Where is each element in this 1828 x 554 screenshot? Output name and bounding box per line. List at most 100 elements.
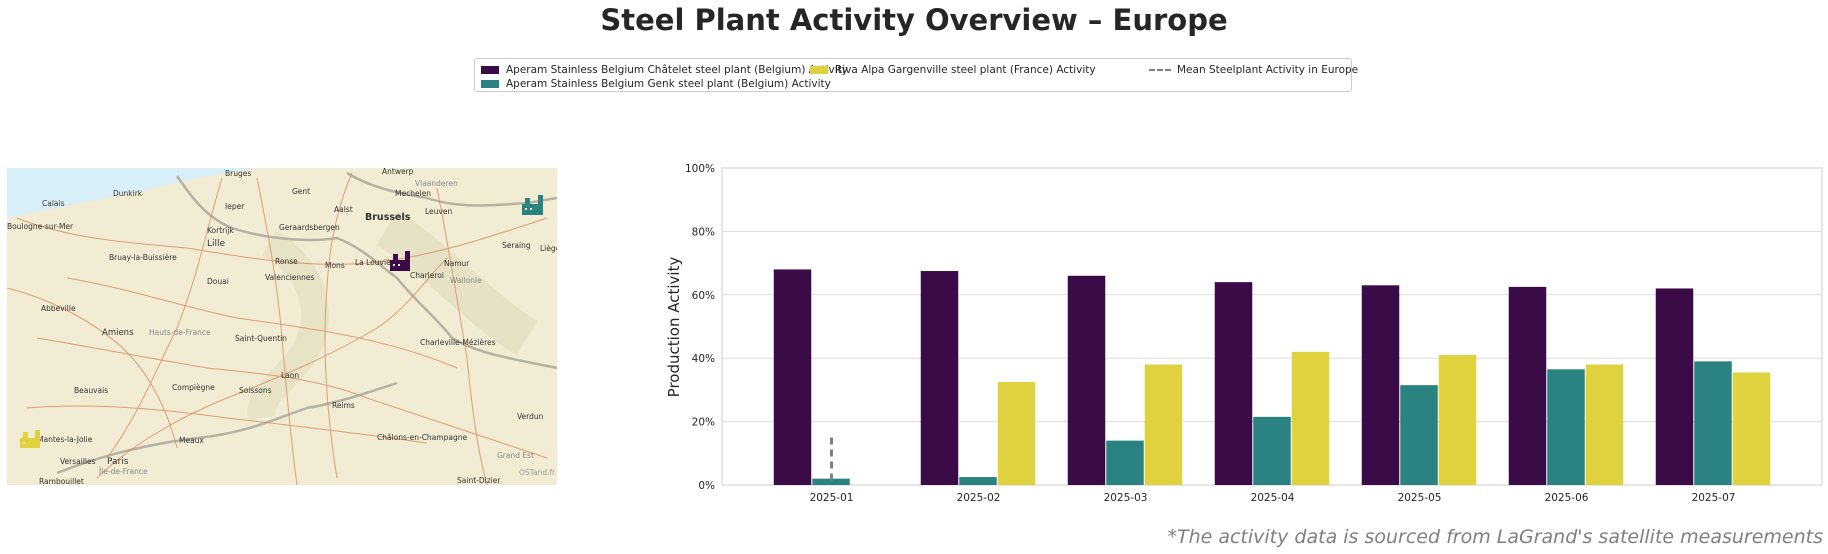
legend-item-genk: Aperam Stainless Belgium Genk steel plan…: [481, 78, 831, 90]
y-tick-label: 100%: [685, 163, 715, 175]
map-label: Amiens: [102, 328, 134, 338]
x-tick-label: 2025-07: [1692, 492, 1736, 504]
map-label: Charleroi: [410, 271, 444, 280]
map-label: Paris: [107, 457, 129, 467]
map-label: Liège: [540, 244, 557, 253]
map-roads: [7, 172, 548, 485]
map-label: Calais: [42, 199, 65, 208]
map-label: Grand Est: [497, 451, 534, 460]
map-label: Bruges: [225, 169, 251, 178]
map-label: Lille: [207, 239, 226, 249]
map-label: Hauts-de-France: [149, 328, 211, 337]
page-title: Steel Plant Activity Overview – Europe: [600, 3, 1228, 37]
x-tick-label: 2025-04: [1251, 492, 1295, 504]
bar-chatelet-2025-05: [1361, 285, 1400, 485]
legend-swatch-chatelet: [481, 66, 499, 74]
chart-grid: [722, 230, 1822, 423]
genk-plant-icon[interactable]: [522, 195, 543, 215]
legend-swatch-mean: [1149, 69, 1171, 71]
bar-genk-2025-01: [812, 478, 850, 485]
map-label: Saint-Dizier: [457, 476, 501, 485]
map-label: Châlons-en-Champagne: [377, 433, 467, 442]
map-label: Compiègne: [172, 383, 215, 392]
y-tick-label: 80%: [692, 226, 715, 238]
y-tick-label: 20%: [692, 417, 715, 429]
bar-genk-2025-06: [1547, 369, 1585, 485]
map-label: Meaux: [179, 436, 204, 445]
map-label: Boulogne-sur-Mer: [7, 222, 74, 231]
map-label: Saint-Quentin: [235, 334, 287, 343]
x-tick-label: 2025-05: [1398, 492, 1442, 504]
x-tick-label: 2025-01: [810, 492, 854, 504]
map-label: La Louvière: [355, 258, 399, 267]
map-label: Bruay-la-Buissière: [109, 253, 177, 262]
plant-location-map: Antwerp Bruges Gent Mechelen Vlaanderen …: [7, 168, 557, 485]
gargenville-plant-icon[interactable]: [20, 430, 40, 448]
map-label: Kortrijk: [207, 226, 234, 235]
map-label: Wallonie: [450, 276, 482, 285]
legend-item-chatelet: Aperam Stainless Belgium Châtelet steel …: [481, 64, 848, 76]
map-label: Verdun: [517, 412, 544, 421]
x-axis-ticks: 2025-01 2025-02 2025-03 2025-04 2025-05 2025-…: [810, 492, 1736, 504]
bar-genk-2025-07: [1694, 361, 1732, 485]
map-label: Douai: [207, 277, 229, 286]
bar-genk-2025-03: [1106, 440, 1144, 485]
map-borders: [56, 171, 557, 475]
bar-chatelet-2025-03: [1067, 275, 1106, 485]
map-label: Laon: [281, 371, 299, 380]
bar-gargenville-2025-02: [997, 381, 1036, 485]
map-label: Valenciennes: [265, 273, 315, 282]
map-label: Mons: [325, 261, 345, 270]
chatelet-plant-icon[interactable]: [390, 251, 410, 271]
map-label: Versailles: [60, 457, 96, 466]
y-tick-label: 60%: [692, 290, 715, 302]
map-label: Antwerp: [382, 168, 414, 176]
bar-chatelet-2025-02: [920, 271, 959, 485]
map-label: Dunkirk: [113, 189, 143, 198]
legend-item-gargenville: Riva Alpa Gargenville steel plant (Franc…: [810, 64, 1096, 76]
bar-genk-2025-05: [1400, 385, 1438, 485]
y-axis-label: Production Activity: [665, 257, 683, 398]
x-tick-label: 2025-02: [957, 492, 1001, 504]
map-terrain-ardennes: [376, 210, 538, 356]
y-tick-label: 0%: [698, 480, 715, 492]
x-tick-label: 2025-03: [1104, 492, 1148, 504]
legend-swatch-gargenville: [810, 66, 828, 74]
chart-legend: Aperam Stainless Belgium Châtelet steel …: [474, 58, 1358, 92]
map-land: [7, 168, 557, 485]
map-label: Brussels: [365, 212, 411, 223]
map-label: Mantes-la-Jolie: [37, 435, 93, 444]
map-labels: Antwerp Bruges Gent Mechelen Vlaanderen …: [7, 168, 557, 485]
bar-gargenville-2025-03: [1144, 364, 1183, 485]
map-label: Aalst: [334, 205, 353, 214]
y-axis-ticks: 0% 20% 40% 60% 80% 100%: [685, 163, 715, 492]
map-label: Reims: [332, 401, 355, 410]
map-label: Beauvais: [74, 386, 108, 395]
bar-chatelet-2025-07: [1655, 288, 1694, 485]
map-label: Abbeville: [41, 304, 76, 313]
map-canvas: Antwerp Bruges Gent Mechelen Vlaanderen …: [7, 168, 557, 485]
map-attribution: OSTand.fr: [519, 468, 556, 477]
bar-gargenville-2025-07: [1732, 372, 1771, 485]
bar-chatelet-2025-04: [1214, 282, 1253, 485]
legend-label-mean: Mean Steelplant Activity in Europe: [1177, 64, 1359, 76]
map-label: Geraardsbergen: [279, 223, 340, 232]
map-label: Vlaanderen: [415, 179, 458, 188]
chart-bars: [773, 269, 1771, 485]
map-label: Ronse: [275, 257, 298, 266]
map-label: Leuven: [425, 207, 452, 216]
bar-gargenville-2025-05: [1438, 355, 1477, 485]
x-tick-label: 2025-06: [1545, 492, 1589, 504]
map-label: Ieper: [225, 202, 245, 211]
map-label: Namur: [444, 259, 470, 268]
bar-genk-2025-02: [959, 477, 997, 485]
map-label: Charleville-Mézières: [420, 338, 496, 347]
bar-gargenville-2025-04: [1291, 351, 1330, 485]
legend-item-mean: Mean Steelplant Activity in Europe: [1149, 64, 1358, 76]
map-label: Rambouillet: [39, 477, 84, 485]
map-label: Île-de-France: [99, 467, 148, 476]
legend-label-gargenville: Riva Alpa Gargenville steel plant (Franc…: [835, 64, 1096, 76]
map-label: Seraing: [502, 241, 531, 250]
legend-label-chatelet: Aperam Stainless Belgium Châtelet steel …: [506, 64, 849, 76]
map-sea: [7, 168, 257, 218]
